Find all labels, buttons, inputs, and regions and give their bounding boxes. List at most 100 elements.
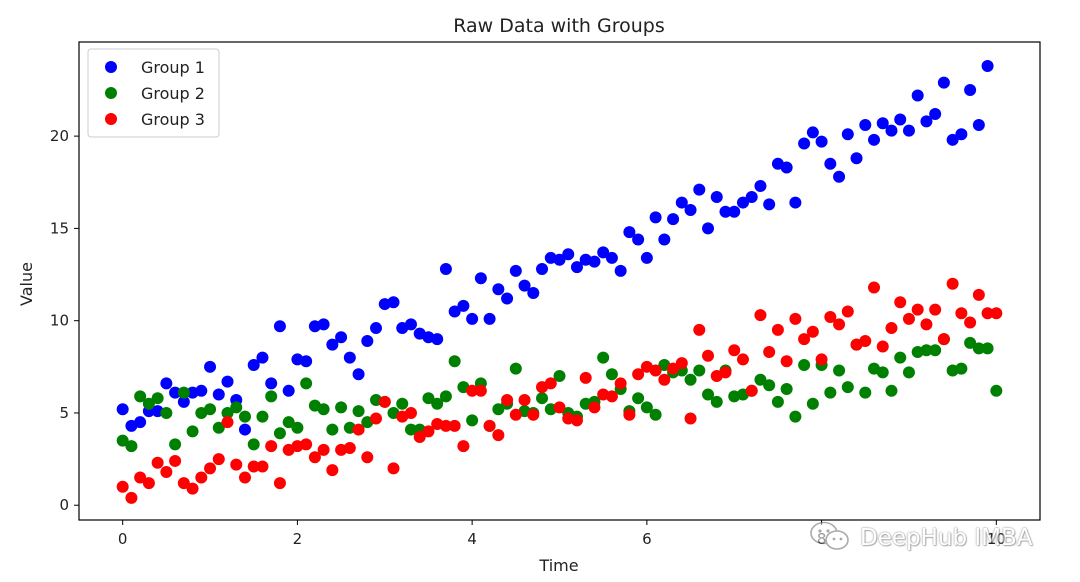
- point: [614, 264, 627, 277]
- point: [553, 401, 566, 414]
- point: [273, 320, 286, 333]
- point: [238, 471, 251, 484]
- point: [404, 406, 417, 419]
- point: [658, 233, 671, 246]
- point: [745, 191, 758, 204]
- point: [413, 430, 426, 443]
- point: [632, 368, 645, 381]
- point: [177, 386, 190, 399]
- point: [256, 460, 269, 473]
- point: [527, 408, 540, 421]
- point: [588, 255, 601, 268]
- point: [404, 423, 417, 436]
- point: [946, 133, 959, 146]
- point: [885, 322, 898, 335]
- point: [798, 333, 811, 346]
- point: [492, 283, 505, 296]
- point: [754, 309, 767, 322]
- point: [238, 423, 251, 436]
- point: [728, 344, 741, 357]
- x-axis-title: Time: [538, 556, 578, 575]
- point: [789, 410, 802, 423]
- point: [142, 397, 155, 410]
- point: [754, 179, 767, 192]
- point: [352, 423, 365, 436]
- point: [702, 222, 715, 235]
- point: [815, 135, 828, 148]
- series-2: [116, 333, 1003, 453]
- point: [667, 213, 680, 226]
- point: [361, 451, 374, 464]
- point: [326, 338, 339, 351]
- point: [352, 368, 365, 381]
- point: [588, 401, 601, 414]
- x-tick-label: 10: [987, 530, 1006, 548]
- point: [422, 425, 435, 438]
- point: [195, 471, 208, 484]
- point: [780, 355, 793, 368]
- point: [501, 394, 514, 407]
- y-tick-label: 15: [50, 219, 69, 237]
- point: [169, 438, 182, 451]
- point: [457, 299, 470, 312]
- point: [553, 253, 566, 266]
- point: [859, 386, 872, 399]
- point: [990, 307, 1003, 320]
- point: [116, 403, 129, 416]
- point: [719, 205, 732, 218]
- legend-item: Group 3: [105, 110, 205, 129]
- point: [536, 392, 549, 405]
- point: [649, 211, 662, 224]
- point: [911, 303, 924, 316]
- point: [221, 375, 234, 388]
- point: [387, 296, 400, 309]
- point: [527, 286, 540, 299]
- point: [247, 358, 260, 371]
- point: [247, 438, 260, 451]
- legend-label: Group 3: [141, 110, 205, 129]
- point: [719, 366, 732, 379]
- point: [876, 117, 889, 130]
- point: [710, 191, 723, 204]
- point: [125, 440, 138, 453]
- y-tick-label: 0: [59, 496, 69, 514]
- point: [710, 395, 723, 408]
- point: [780, 161, 793, 174]
- point: [789, 312, 802, 325]
- point: [929, 303, 942, 316]
- legend-label: Group 2: [141, 84, 205, 103]
- point: [474, 384, 487, 397]
- point: [570, 414, 583, 427]
- point: [955, 362, 968, 375]
- point: [282, 416, 295, 429]
- point: [378, 395, 391, 408]
- point: [632, 233, 645, 246]
- point: [492, 429, 505, 442]
- x-tick-label: 2: [293, 530, 303, 548]
- point: [876, 366, 889, 379]
- point: [937, 76, 950, 89]
- legend-marker: [105, 61, 117, 73]
- point: [570, 261, 583, 274]
- point: [134, 390, 147, 403]
- point: [920, 344, 933, 357]
- point: [439, 419, 452, 432]
- point: [273, 427, 286, 440]
- point: [212, 421, 225, 434]
- point: [763, 198, 776, 211]
- point: [509, 362, 522, 375]
- point: [317, 443, 330, 456]
- point: [553, 370, 566, 383]
- point: [142, 477, 155, 490]
- point: [972, 119, 985, 132]
- point: [300, 377, 313, 390]
- series-3: [116, 277, 1003, 504]
- point: [177, 395, 190, 408]
- point: [204, 360, 217, 373]
- point: [300, 438, 313, 451]
- point: [658, 373, 671, 386]
- point: [702, 349, 715, 362]
- point: [841, 128, 854, 141]
- point: [964, 336, 977, 349]
